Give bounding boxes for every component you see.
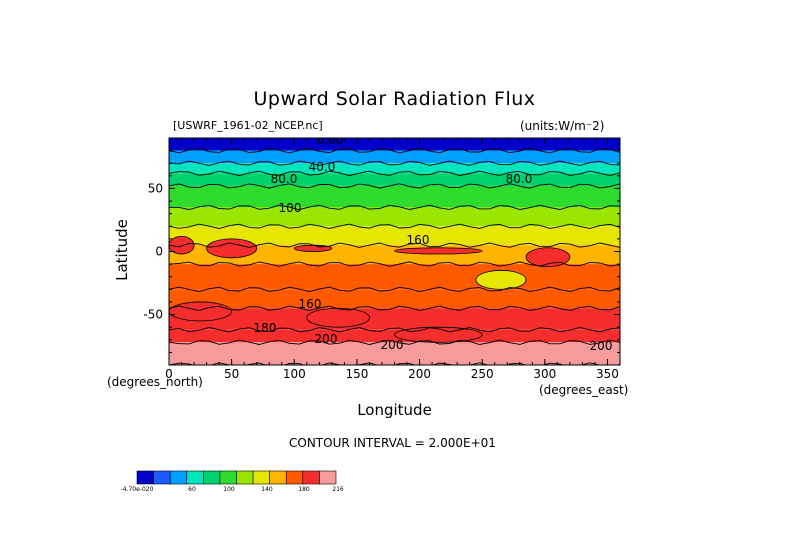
colorbar-swatch [186, 470, 204, 485]
lat-band [169, 329, 620, 343]
x-tick-label: 300 [533, 367, 556, 381]
colorbar: -4.70e-020 60 100 140 180 216 [121, 470, 344, 493]
colorbar-swatch [169, 470, 188, 485]
lat-band [169, 264, 620, 290]
y-tick-label: 0 [155, 245, 163, 259]
lat-band [169, 289, 620, 309]
colorbar-label: -4.70e-020 [121, 486, 154, 493]
contour-line [169, 147, 620, 154]
contour-label: 0.00 [317, 133, 344, 147]
contour-line [169, 242, 620, 248]
contour-label: 180 [254, 321, 277, 335]
x-tick-label: 0 [165, 367, 173, 381]
y-tick-label: 50 [148, 181, 163, 195]
contour-region [206, 238, 258, 259]
lat-band [169, 342, 620, 365]
colorbar-swatch [136, 470, 154, 485]
colorbar-swatch [153, 470, 171, 485]
lat-band [169, 138, 620, 151]
contour-line [169, 204, 620, 211]
contour-region [394, 326, 483, 343]
contour-label: 200 [590, 339, 613, 353]
lat-band [169, 150, 620, 164]
colorbar-label: 180 [298, 486, 310, 493]
x-tick-label: 200 [408, 367, 431, 381]
x-tick-label: 50 [224, 367, 239, 381]
lat-band [169, 308, 620, 330]
colorbar-swatch [203, 470, 221, 485]
y-axis-units: (degrees_north) [107, 375, 203, 389]
y-axis: -50 0 50 [143, 137, 620, 366]
colorbar-label: 100 [223, 486, 235, 493]
x-axis-units: (degrees_east) [539, 383, 629, 397]
contour-line [169, 305, 620, 311]
contour-label: 40.0 [309, 160, 336, 174]
contour-labels: 0.00 40.0 80.0 80.0 100 160 160 180 200 200 200 [254, 133, 613, 353]
contour-region [169, 235, 195, 255]
contour-region [306, 307, 370, 328]
colorbar-label: 216 [332, 486, 344, 493]
lat-band [169, 207, 620, 227]
contour-label: 80.0 [506, 172, 533, 186]
colorbar-swatch [269, 470, 287, 485]
contour-line [169, 170, 620, 176]
colorbar-label: 60 [188, 486, 196, 493]
lat-band [169, 163, 620, 174]
contour-line [169, 327, 620, 333]
contour-region [169, 301, 233, 322]
units-label: (units:W/m⁻2) [520, 119, 605, 133]
contour-label: 200 [381, 338, 404, 352]
lat-band [169, 245, 620, 265]
contour-line [169, 223, 620, 229]
colorbar-swatch [285, 470, 304, 485]
contour-label: 160 [407, 233, 430, 247]
contour-line [169, 286, 620, 292]
x-tick-label: 250 [471, 367, 494, 381]
contour-label: 160 [299, 297, 322, 311]
contour-region [394, 247, 483, 255]
contour-label: 100 [279, 201, 302, 215]
contour-interval: CONTOUR INTERVAL = 2.000E+01 [289, 436, 496, 450]
x-tick-label: 100 [283, 367, 306, 381]
x-axis-label: Longitude [357, 401, 432, 419]
lat-band [169, 173, 620, 186]
y-axis-label: Latitude [113, 219, 131, 281]
chart-title: Upward Solar Radiation Flux [253, 88, 536, 110]
colorbar-swatch [236, 470, 254, 485]
x-tick-label: 350 [596, 367, 619, 381]
x-axis: 0 50 100 150 200 250 300 350 [165, 138, 621, 381]
lat-band [169, 226, 620, 246]
contour-label: 200 [315, 332, 338, 346]
contour-line [169, 183, 620, 189]
contour-line [169, 160, 620, 166]
contour-label: 80.0 [271, 172, 298, 186]
heatmap-field [169, 138, 620, 365]
contour-region [475, 270, 527, 290]
colorbar-swatch [302, 470, 320, 485]
source-filename: [USWRF_1961-02_NCEP.nc] [173, 119, 323, 132]
colorbar-swatch [252, 470, 270, 485]
contour-line [169, 339, 620, 345]
contour-line [169, 261, 620, 267]
y-tick-label: -50 [143, 308, 163, 322]
x-tick-label: 150 [345, 367, 368, 381]
colorbar-swatch [319, 470, 337, 485]
colorbar-swatch [219, 470, 237, 485]
colorbar-label: 140 [261, 486, 273, 493]
lat-band [169, 185, 620, 208]
